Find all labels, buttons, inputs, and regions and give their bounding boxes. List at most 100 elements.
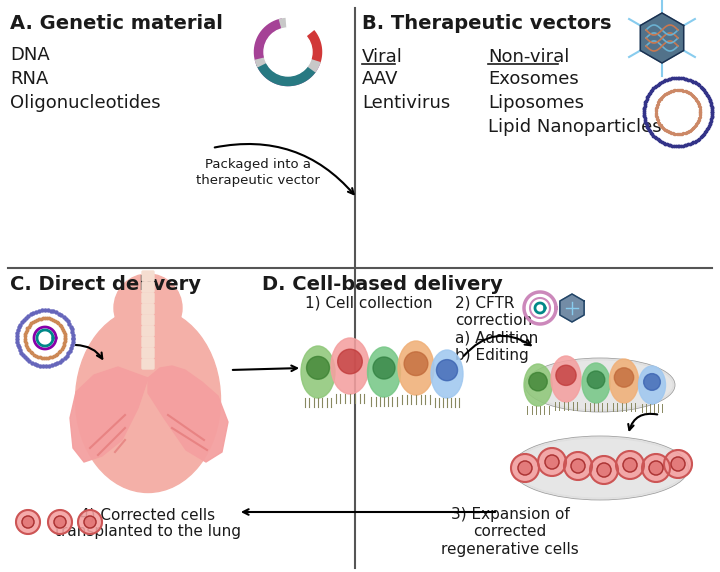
Point xyxy=(706,113,717,122)
Point xyxy=(670,129,681,138)
Point xyxy=(656,93,667,102)
Ellipse shape xyxy=(639,366,665,404)
Point xyxy=(639,117,651,126)
Point xyxy=(661,126,672,136)
Circle shape xyxy=(264,28,312,76)
Circle shape xyxy=(54,516,66,528)
Point xyxy=(655,94,667,103)
Circle shape xyxy=(511,454,539,482)
Point xyxy=(671,129,683,138)
Polygon shape xyxy=(70,367,148,462)
Point xyxy=(677,74,688,83)
Point xyxy=(703,92,714,101)
Point xyxy=(685,76,697,85)
Circle shape xyxy=(307,356,330,379)
Point xyxy=(668,141,680,150)
Text: RNA: RNA xyxy=(10,70,48,88)
Point xyxy=(662,127,673,136)
Point xyxy=(640,96,652,105)
Point xyxy=(639,101,650,110)
Point xyxy=(653,118,665,127)
Text: B. Therapeutic vectors: B. Therapeutic vectors xyxy=(362,14,611,33)
Circle shape xyxy=(616,451,644,479)
Point xyxy=(666,129,678,138)
Polygon shape xyxy=(133,338,163,356)
Point xyxy=(668,74,680,83)
Point xyxy=(641,94,652,104)
Point xyxy=(672,85,683,94)
Point xyxy=(693,113,705,122)
Point xyxy=(706,109,718,118)
Point xyxy=(648,84,660,93)
Point xyxy=(691,118,703,128)
Point xyxy=(695,133,706,142)
Point xyxy=(649,132,660,141)
Point xyxy=(691,96,703,105)
Point xyxy=(661,140,672,149)
Point xyxy=(683,140,694,149)
Point xyxy=(670,86,681,95)
Ellipse shape xyxy=(301,346,335,398)
Point xyxy=(700,88,711,97)
Point xyxy=(685,90,696,99)
Point xyxy=(661,89,672,98)
Point xyxy=(679,74,690,84)
Point xyxy=(654,78,666,88)
Text: AAV: AAV xyxy=(362,70,398,88)
Circle shape xyxy=(22,516,34,528)
Ellipse shape xyxy=(610,359,639,403)
Ellipse shape xyxy=(526,359,674,411)
Polygon shape xyxy=(560,294,584,322)
Point xyxy=(686,90,698,100)
Point xyxy=(688,93,700,102)
Point xyxy=(703,121,715,130)
Point xyxy=(680,140,692,149)
Point xyxy=(675,129,687,138)
Point xyxy=(645,86,657,96)
Point xyxy=(694,109,706,118)
Point xyxy=(688,92,699,101)
Point xyxy=(693,116,704,125)
Circle shape xyxy=(649,461,663,475)
Point xyxy=(679,129,690,138)
Point xyxy=(650,106,662,115)
Point xyxy=(654,119,665,128)
Point xyxy=(692,97,703,106)
Point xyxy=(639,103,650,112)
Point xyxy=(657,92,668,101)
Point xyxy=(677,86,688,95)
Point xyxy=(682,88,693,97)
Ellipse shape xyxy=(76,308,220,492)
Point xyxy=(660,139,671,148)
Circle shape xyxy=(623,458,637,472)
Point xyxy=(684,126,696,135)
Point xyxy=(644,90,655,99)
Point xyxy=(701,89,712,98)
Point xyxy=(693,134,705,143)
FancyBboxPatch shape xyxy=(142,359,154,369)
Point xyxy=(689,121,701,130)
Circle shape xyxy=(373,357,395,379)
Text: therapeutic vector: therapeutic vector xyxy=(196,174,320,187)
FancyBboxPatch shape xyxy=(142,271,154,281)
Point xyxy=(703,123,714,132)
Point xyxy=(688,138,699,147)
Point xyxy=(653,97,665,106)
Point xyxy=(692,80,703,89)
Point xyxy=(639,100,651,109)
Point xyxy=(685,125,696,134)
Circle shape xyxy=(528,372,547,391)
Point xyxy=(647,130,658,139)
Text: Viral: Viral xyxy=(362,48,403,66)
Point xyxy=(693,100,704,109)
Point xyxy=(642,124,654,133)
Circle shape xyxy=(338,349,362,374)
Point xyxy=(667,86,679,95)
Circle shape xyxy=(404,352,428,376)
Point xyxy=(684,89,696,98)
Point xyxy=(680,74,692,84)
FancyBboxPatch shape xyxy=(142,326,154,336)
Point xyxy=(655,121,667,130)
Point xyxy=(651,113,662,122)
Point xyxy=(704,95,716,104)
